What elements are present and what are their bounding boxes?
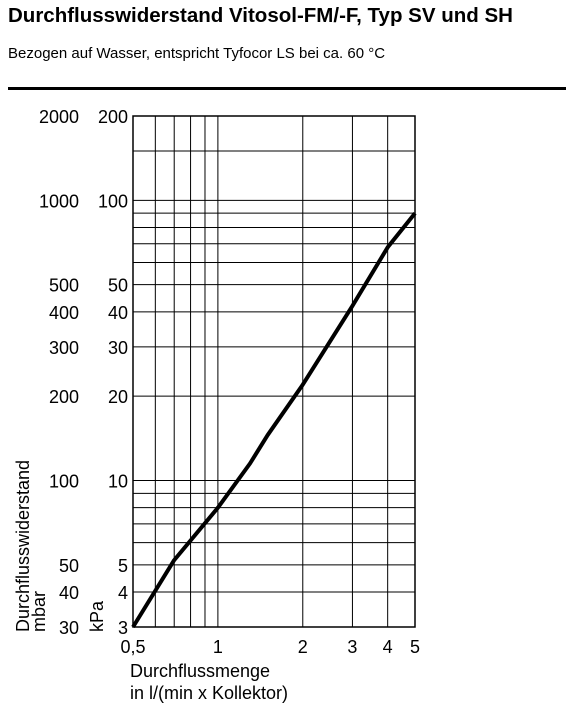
- y-tick-label-mbar: 2000: [39, 107, 79, 127]
- x-tick-label: 2: [298, 637, 308, 657]
- x-axis-label-line2: in l/(min x Kollektor): [130, 683, 288, 703]
- y-tick-label-kpa: 4: [118, 583, 128, 603]
- y-tick-label-kpa: 3: [118, 618, 128, 638]
- y-tick-label-kpa: 100: [98, 191, 128, 211]
- x-tick-label: 5: [410, 637, 420, 657]
- y-tick-label-kpa: 20: [108, 387, 128, 407]
- x-tick-label: 0,5: [120, 637, 145, 657]
- y-tick-label-kpa: 5: [118, 556, 128, 576]
- y-tick-label-mbar: 1000: [39, 191, 79, 211]
- y-tick-label-kpa: 200: [98, 107, 128, 127]
- divider-rule: [8, 87, 566, 90]
- series-line: [131, 211, 417, 629]
- y-tick-label-mbar: 100: [49, 472, 79, 492]
- x-tick-label: 4: [383, 637, 393, 657]
- y-tick-label-kpa: 10: [108, 472, 128, 492]
- y-axis-unit-mbar: mbar: [29, 591, 49, 632]
- tick-labels: 0,5 1 2 3 4 533044055010100202003030040400505…: [39, 107, 420, 657]
- grid-lines: [133, 116, 415, 627]
- y-tick-label-mbar: 200: [49, 387, 79, 407]
- plot-frame: [132, 115, 416, 628]
- chart-title: Durchflusswiderstand Vitosol-FM/-F, Typ …: [8, 4, 513, 27]
- y-tick-label-mbar: 500: [49, 276, 79, 296]
- y-tick-label-mbar: 50: [59, 556, 79, 576]
- x-tick-label: 1: [213, 637, 223, 657]
- y-tick-label-mbar: 300: [49, 338, 79, 358]
- y-tick-label-mbar: 40: [59, 583, 79, 603]
- x-tick-label: 3: [347, 637, 357, 657]
- y-tick-label-mbar: 400: [49, 303, 79, 323]
- chart-subtitle: Bezogen auf Wasser, entspricht Tyfocor L…: [8, 45, 386, 62]
- x-axis-label: Durchflussmenge: [130, 661, 270, 681]
- y-axis-unit-kpa: kPa: [87, 600, 107, 632]
- y-tick-label-kpa: 50: [108, 276, 128, 296]
- y-axis-label: Durchflusswiderstand: [13, 460, 33, 632]
- y-tick-label-kpa: 40: [108, 303, 128, 323]
- y-tick-label-mbar: 30: [59, 618, 79, 638]
- y-tick-label-kpa: 30: [108, 338, 128, 358]
